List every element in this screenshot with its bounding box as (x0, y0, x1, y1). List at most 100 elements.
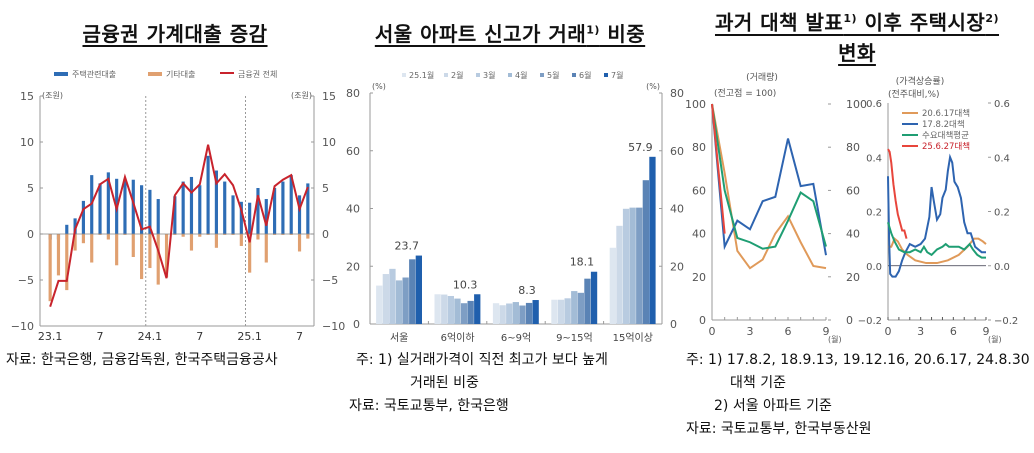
bar-other-loan (164, 234, 169, 278)
x-tick-label: 9 (983, 325, 990, 338)
bar-other-loan (148, 234, 152, 269)
bar-other-loan (140, 234, 144, 280)
chart3-title-mid: 이후 주택시장 (857, 10, 986, 35)
bar-6월 (409, 259, 416, 324)
legend-swatch (540, 73, 544, 77)
y-tick-label-right: 60 (846, 184, 860, 197)
line-total (49, 144, 309, 307)
x-tick-label: 3 (917, 325, 924, 338)
y-tick-label: −5 (18, 274, 34, 287)
data-label: 23.7 (395, 240, 420, 253)
line-20.6.17대책 (888, 236, 987, 265)
line-25.6.27대책 (887, 148, 908, 239)
bar-housing-loan (206, 155, 210, 234)
bar-other-loan (281, 234, 285, 235)
x-tick-label: 6 (785, 325, 792, 338)
bar-3월 (389, 268, 396, 324)
y-tick-label: −0.2 (858, 316, 882, 327)
bar-other-loan (189, 234, 194, 251)
bar-other-loan (48, 234, 52, 302)
y-tick-label-right: 0 (670, 318, 677, 331)
bar-other-loan (198, 234, 202, 237)
y-tick-label: 0.6 (866, 99, 882, 110)
bar-other-loan (297, 234, 302, 252)
legend-label: 주택관련대출 (72, 69, 116, 79)
y-axis-unit-right: (%) (646, 82, 660, 91)
y-tick-label-right: 0.6 (994, 99, 1010, 110)
bar-4월 (454, 298, 461, 324)
bar-other-loan (264, 234, 268, 263)
line-17.8.2대책 (711, 103, 827, 256)
bar-other-loan (306, 234, 310, 239)
y-tick-label: 80 (346, 87, 360, 100)
bar-housing-loan (214, 170, 218, 234)
bar-housing-loan (231, 195, 235, 234)
bar-6월 (467, 300, 474, 324)
x-tick-label: 서울 (390, 332, 408, 344)
bar-4월 (512, 302, 519, 324)
x-tick-label: 15억이상 (613, 332, 653, 344)
bar-housing-loan (223, 181, 227, 234)
chart3a-subtitle: (거래량) (746, 71, 778, 83)
bar-4월 (629, 207, 636, 324)
y-tick-label-right: 100 (846, 98, 867, 111)
bar-5월 (402, 277, 409, 324)
legend-label: 6월 (579, 70, 591, 80)
y-tick-label: 5 (27, 182, 34, 195)
x-tick-label: 9~15억 (556, 332, 593, 344)
data-label: 18.1 (570, 256, 595, 269)
y-tick-label-right: −5 (322, 274, 338, 287)
bar-3월 (506, 303, 513, 324)
y-tick-label-right: 40 (846, 228, 860, 241)
bar-other-loan (206, 234, 210, 235)
legend-label: 5월 (547, 70, 559, 80)
bar-other-loan (98, 234, 102, 235)
legend-label: 25.6.27대책 (922, 141, 970, 152)
legend-swatch (572, 73, 576, 77)
chart3-source: 자료: 국토교통부, 한국부동산원 (686, 421, 872, 437)
bar-7월 (532, 300, 539, 324)
bar-6월 (584, 278, 591, 324)
bar-housing-loan (281, 181, 285, 234)
chart3-note-2: 2) 서울 아파트 기준 (714, 398, 832, 414)
y-tick-label-right: 80 (846, 141, 860, 154)
y-tick-label: 0 (699, 314, 706, 327)
y-tick-label: 20 (346, 260, 360, 273)
y-tick-label-right: 40 (670, 203, 684, 216)
y-tick-label-right: 20 (846, 271, 860, 284)
bar-4월 (395, 280, 403, 324)
chart3b-plot (887, 102, 991, 321)
bar-25.1월 (492, 303, 500, 324)
legend-label: 20.6.17대책 (922, 108, 970, 119)
bar-other-loan (106, 234, 110, 240)
bar-other-loan (231, 234, 235, 235)
y-tick-label-right: 5 (322, 182, 329, 195)
x-tick-label: 23.1 (38, 330, 63, 343)
y-tick-label-right: 0 (846, 314, 853, 327)
y-tick-label: 100 (685, 98, 706, 111)
y-tick-label-right: 80 (670, 87, 684, 100)
y-tick-label-right: 0.4 (994, 153, 1010, 164)
line-수요대책평균 (887, 222, 986, 259)
bar-other-loan (81, 234, 85, 244)
bar-housing-loan (256, 188, 260, 234)
bar-housing-loan (189, 176, 194, 234)
chart2-title-suffix: 비중 (599, 22, 646, 46)
bar-other-loan (115, 234, 119, 266)
bar-housing-loan (273, 188, 277, 234)
y-tick-label: 80 (692, 141, 706, 154)
chart3-title-footnote2: 2) (985, 12, 1000, 25)
bar-other-loan (223, 234, 227, 235)
bar-housing-loan (181, 181, 185, 234)
bar-2월 (499, 305, 506, 324)
bar-housing-loan (123, 178, 127, 234)
chart2-note-1-cont: 거래된 비중 (410, 375, 479, 391)
chart2-source: 자료: 국토교통부, 한국은행 (349, 398, 509, 414)
bar-2월 (557, 299, 565, 324)
chart3b-subtitle: (가격상승률) (896, 75, 944, 87)
legend-swatch (476, 73, 480, 77)
bar-housing-loan (306, 183, 310, 234)
chart2-title-main: 서울 아파트 신고가 거래 (374, 22, 587, 46)
bar-other-loan (156, 234, 160, 285)
